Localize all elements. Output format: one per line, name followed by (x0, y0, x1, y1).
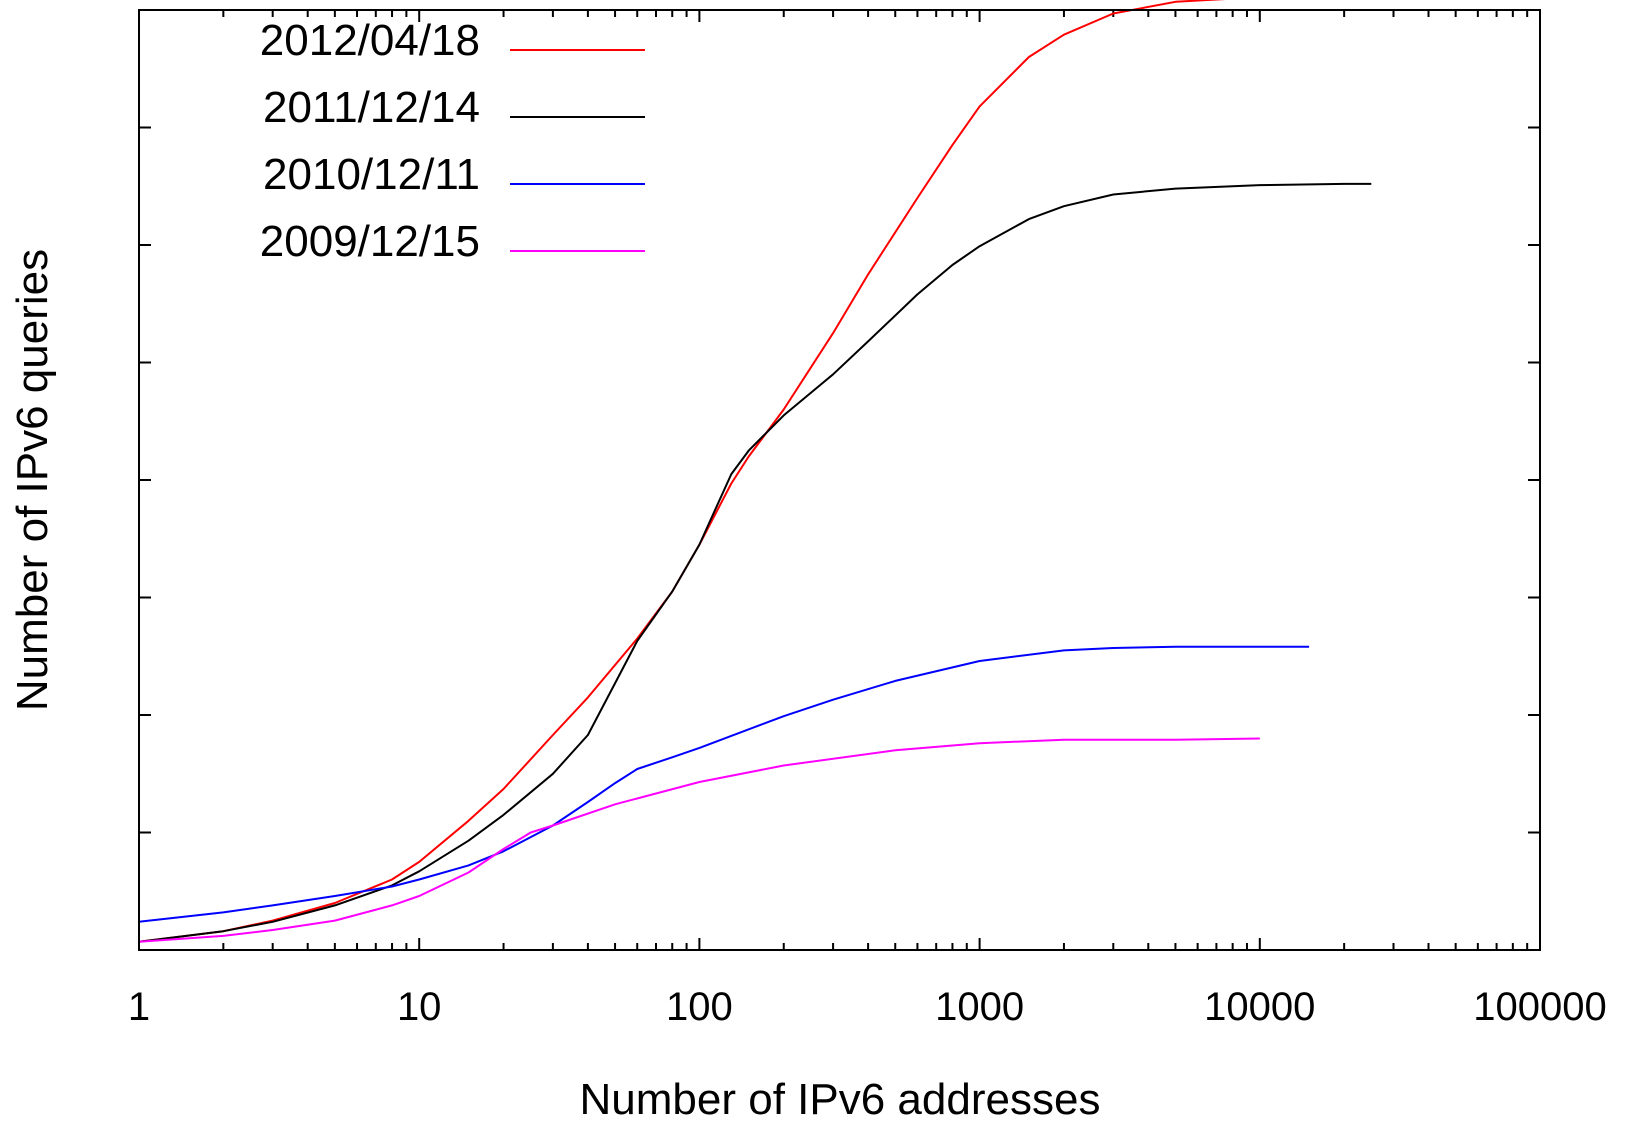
legend-label: 2010/12/11 (263, 150, 480, 199)
ticks-layer: 1 10 100 1000 10000 100000 (128, 9, 1607, 1029)
x-tick-label: 100000 (1473, 985, 1606, 1029)
plot-frame (138, 9, 1541, 951)
series-line-2010-12-11 (138, 645, 1310, 923)
legend-label: 2012/04/18 (260, 16, 480, 65)
series-layer (138, 0, 1372, 943)
series-line-2011-12-14 (138, 182, 1372, 943)
legend-label: 2011/12/14 (263, 83, 480, 132)
series-line-2012-04-18 (138, 0, 1226, 943)
x-axis-label: Number of IPv6 addresses (580, 1075, 1101, 1124)
series-line-2009-12-15 (138, 737, 1260, 943)
x-tick-label: 10 (397, 985, 442, 1029)
legend-label: 2009/12/15 (260, 217, 480, 266)
x-tick-label: 10000 (1204, 985, 1315, 1029)
y-axis-label: Number of IPv6 queries (8, 249, 57, 711)
legend: 2012/04/18 2011/12/14 2010/12/11 2009/12/15 (260, 16, 645, 266)
x-tick-label: 1000 (935, 985, 1024, 1029)
x-tick-label: 1 (128, 985, 150, 1029)
x-tick-label: 100 (666, 985, 733, 1029)
